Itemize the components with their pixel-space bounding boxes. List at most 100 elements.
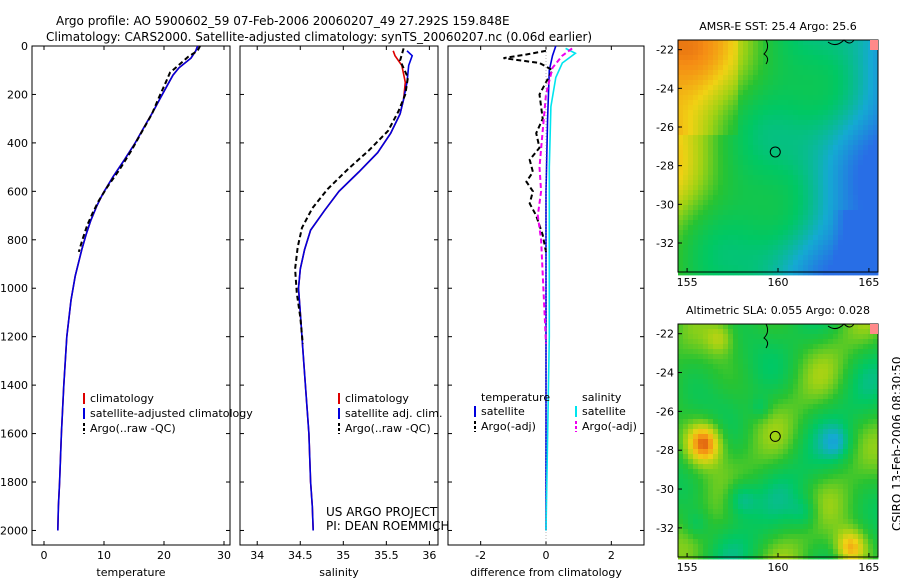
map-2-cell — [803, 524, 809, 530]
map-1-cell — [763, 45, 769, 51]
map-2-cell — [738, 504, 744, 510]
map-1-cell — [738, 95, 744, 101]
map-1-cell — [763, 60, 769, 66]
map-2-cell — [708, 504, 714, 510]
map-1-cell — [768, 225, 774, 231]
map-2-cell — [698, 504, 704, 510]
map-1-cell — [698, 65, 704, 71]
map-1-cell — [858, 105, 864, 111]
map-1-cell — [768, 170, 774, 176]
map-2-cell — [743, 329, 749, 335]
map-1-cell — [703, 60, 709, 66]
map-2-cell — [828, 519, 834, 525]
map-2-cell — [868, 464, 874, 470]
map-1-cell — [748, 230, 754, 236]
map-1-cell — [703, 50, 709, 56]
map-2-cell — [808, 489, 814, 495]
map-2-cell — [848, 424, 854, 430]
map-1-cell — [793, 120, 799, 126]
map-2-cell — [678, 469, 684, 475]
map-2-cell — [763, 349, 769, 355]
map-1-cell — [688, 110, 694, 116]
map-2-cell — [873, 549, 879, 555]
map-2-cell — [848, 469, 854, 475]
map-1-cell — [683, 145, 689, 151]
map-2-cell — [823, 499, 829, 505]
map-1-cell — [708, 170, 714, 176]
map-2-cell — [868, 354, 874, 360]
map-1-cell — [798, 200, 804, 206]
map-1-cell — [768, 270, 774, 276]
map-2-cell — [748, 379, 754, 385]
map-2-cell — [813, 399, 819, 405]
map-2-cell — [678, 459, 684, 465]
map-2-cell — [818, 524, 824, 530]
map-2-cell — [738, 419, 744, 425]
map-1-cell — [758, 50, 764, 56]
map-1-cell — [743, 200, 749, 206]
map-1-cell — [773, 185, 779, 191]
map-1-cell — [798, 175, 804, 181]
map-2-cell — [833, 489, 839, 495]
map-1-cell — [748, 190, 754, 196]
map-2-xtick-label: 165 — [858, 561, 879, 574]
map-1-cell — [868, 215, 874, 221]
map-2-cell — [788, 374, 794, 380]
map-1-cell — [853, 245, 859, 251]
map-1-cell — [763, 230, 769, 236]
map-2-cell — [688, 459, 694, 465]
map-2-cell — [713, 514, 719, 520]
map-2-cell — [788, 504, 794, 510]
map-1-cell — [718, 85, 724, 91]
map-1-cell — [798, 255, 804, 261]
map-1-cell — [763, 85, 769, 91]
map-1-cell — [858, 175, 864, 181]
map-1-cell — [788, 220, 794, 226]
map-2-cell — [798, 424, 804, 430]
map-1-cell — [738, 185, 744, 191]
map-1-cell — [773, 95, 779, 101]
map-1-cell — [753, 130, 759, 136]
map-2-cell — [713, 429, 719, 435]
map-1-cell — [738, 45, 744, 51]
map-2-cell — [758, 439, 764, 445]
map-2-cell — [808, 509, 814, 515]
map-1-cell — [788, 150, 794, 156]
map-1-cell — [693, 95, 699, 101]
map-1-cell — [873, 130, 879, 136]
map-1-cell — [798, 165, 804, 171]
map-2-cell — [743, 494, 749, 500]
map-1-cell — [758, 100, 764, 106]
map-1-cell — [778, 165, 784, 171]
map-1-cell — [818, 225, 824, 231]
map-2-cell — [798, 499, 804, 505]
map-1-cell — [708, 175, 714, 181]
map-2-cell — [788, 344, 794, 350]
map-1-cell — [808, 75, 814, 81]
map-2-cell — [803, 484, 809, 490]
map-2-cell — [733, 514, 739, 520]
map-2-cell — [713, 519, 719, 525]
map-2-cell — [738, 479, 744, 485]
map-1-cell — [723, 155, 729, 161]
map-1-cell — [778, 245, 784, 251]
map-2-cell — [848, 434, 854, 440]
map-1-cell — [808, 90, 814, 96]
map-1-cell — [788, 270, 794, 276]
map-1-cell — [813, 250, 819, 256]
map-2-cell — [743, 479, 749, 485]
map-1-cell — [823, 245, 829, 251]
map-1-cell — [683, 215, 689, 221]
map-2-cell — [858, 339, 864, 345]
map-2-cell — [833, 374, 839, 380]
map-1-cell — [778, 205, 784, 211]
map-1-cell — [733, 75, 739, 81]
map-2-cell — [763, 469, 769, 475]
map-2-cell — [753, 544, 759, 550]
map-2-cell — [833, 459, 839, 465]
map-2-cell — [788, 484, 794, 490]
map-1-cell — [858, 40, 864, 46]
map-2-cell — [823, 429, 829, 435]
map-2-cell — [708, 529, 714, 535]
map-1-cell — [768, 65, 774, 71]
